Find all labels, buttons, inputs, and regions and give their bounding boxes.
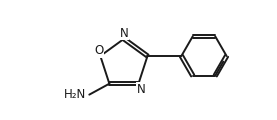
Text: H₂N: H₂N [64,88,86,101]
Text: N: N [120,27,128,39]
Text: O: O [94,44,104,57]
Text: N: N [137,83,146,96]
